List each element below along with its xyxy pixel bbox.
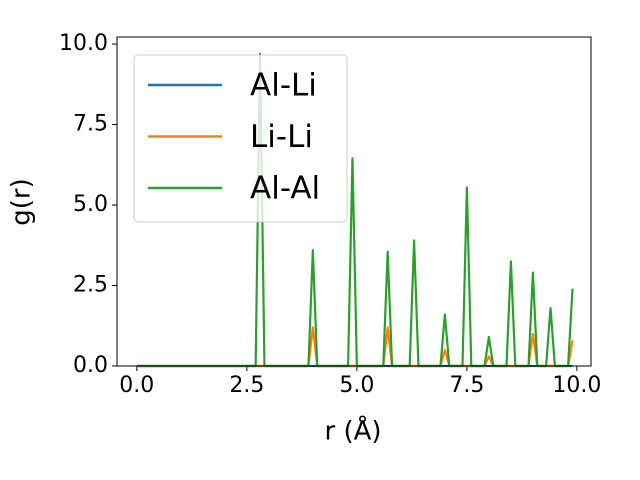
x-axis-label: r (Å) <box>324 415 381 447</box>
legend-label: Li-Li <box>250 119 313 155</box>
legend-label: Al-Al <box>250 171 320 207</box>
y-tick-label: 2.5 <box>73 273 108 298</box>
x-tick-label: 5.0 <box>339 373 374 398</box>
y-tick-label: 7.5 <box>73 112 108 137</box>
y-tick-label: 0.0 <box>73 353 108 378</box>
y-axis-label: g(r) <box>7 178 37 225</box>
legend-box <box>133 54 348 223</box>
x-tick-label: 2.5 <box>229 373 264 398</box>
y-tick-label: 5.0 <box>73 192 108 217</box>
x-tick-label: 7.5 <box>449 373 484 398</box>
y-tick-label: 10.0 <box>59 31 108 56</box>
x-tick-label: 10.0 <box>552 373 601 398</box>
plot-frame <box>116 36 592 367</box>
legend-label: Al-Li <box>250 68 317 104</box>
x-tick-label: 0.0 <box>119 373 154 398</box>
